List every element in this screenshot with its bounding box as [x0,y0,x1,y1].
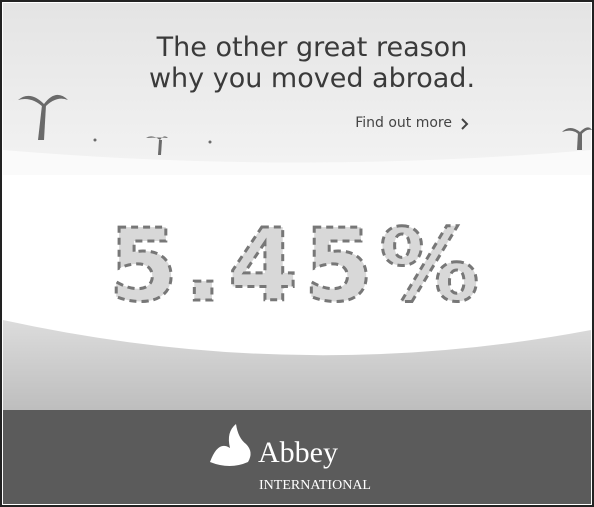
headline-line: why you moved abroad. [149,63,475,94]
headline-line: The other great reason [156,32,468,63]
advert: The other great reason why you moved abr… [0,0,594,507]
brand-name: Abbey [258,436,338,469]
interest-rate: 5.45% [109,207,486,324]
brand-subtitle: INTERNATIONAL [259,478,371,493]
cta-link[interactable]: Find out more [355,115,452,131]
